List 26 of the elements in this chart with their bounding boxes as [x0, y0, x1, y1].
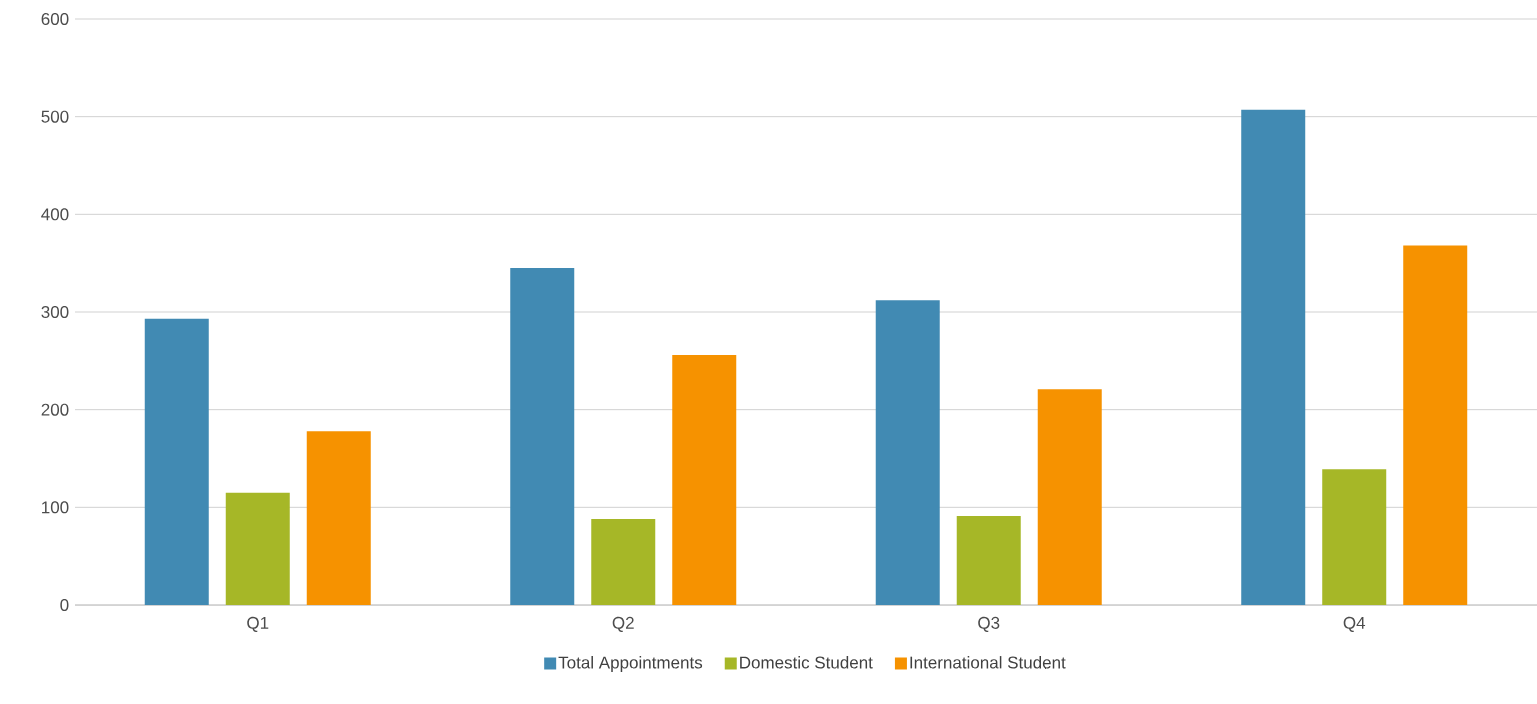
bar	[1403, 245, 1468, 605]
bar	[875, 300, 940, 605]
bar	[225, 492, 290, 605]
bar	[672, 354, 737, 605]
legend-label: International Student	[910, 656, 1066, 669]
legend-label: Total Appointments	[558, 656, 703, 672]
bar	[1322, 469, 1387, 605]
y-tick-label: 500	[41, 110, 69, 123]
bar	[1037, 389, 1102, 605]
x-tick-label: Q2	[612, 616, 634, 632]
bar	[144, 318, 209, 605]
bar	[956, 516, 1021, 605]
y-tick-label: 600	[41, 12, 69, 26]
bar	[591, 519, 656, 605]
bar	[510, 268, 575, 605]
bar	[1241, 109, 1306, 605]
y-tick-label: 100	[42, 501, 69, 514]
legend-label: Domestic Student	[740, 656, 873, 669]
y-tick-label: 400	[41, 208, 69, 221]
y-tick-label: 300	[41, 305, 69, 319]
bar	[306, 431, 371, 605]
x-tick-label: Q4	[1343, 616, 1366, 632]
x-tick-label: Q3	[978, 616, 1000, 632]
y-tick-label: 200	[41, 403, 69, 416]
y-tick-label: 0	[60, 598, 69, 612]
x-tick-label: Q1	[247, 616, 269, 632]
